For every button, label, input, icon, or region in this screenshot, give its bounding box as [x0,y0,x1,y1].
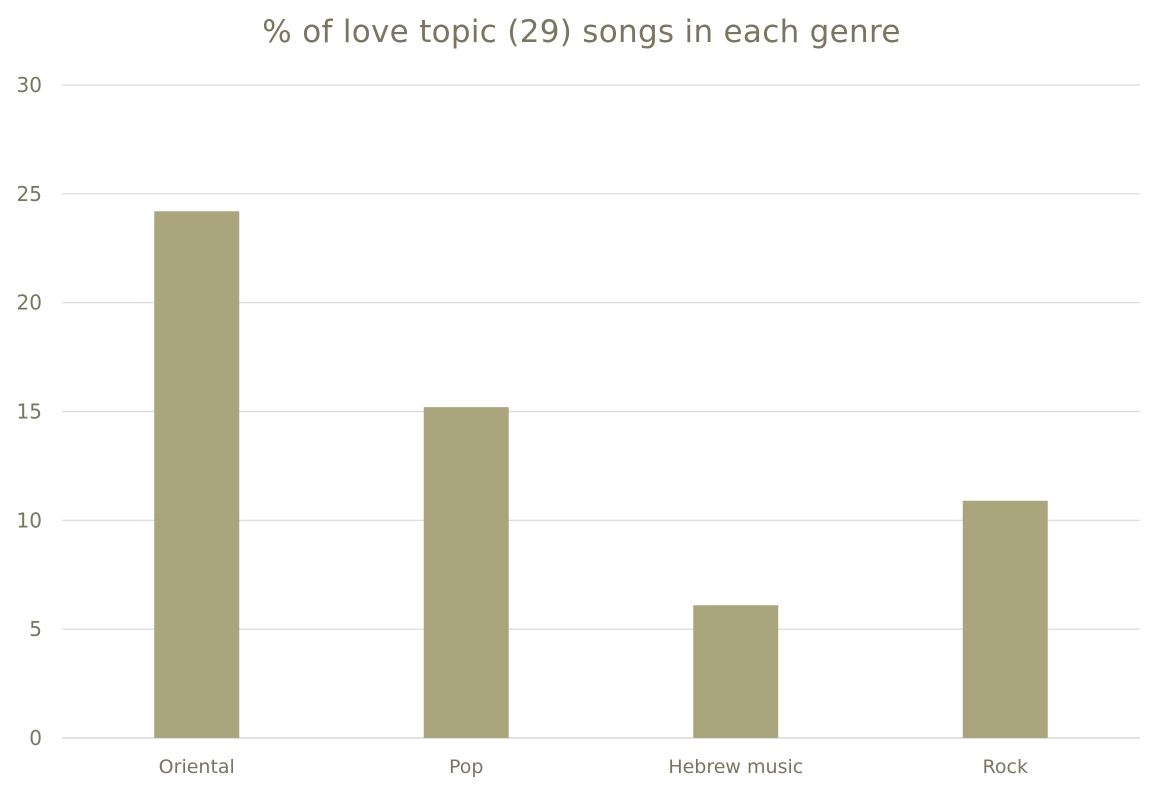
bar-hebrew-music [693,605,779,738]
bar-pop [423,407,509,738]
y-tick-label: 15 [17,400,42,424]
y-tick-label: 10 [17,508,42,532]
bar-oriental [154,211,240,738]
chart-title: % of love topic (29) songs in each genre [262,14,901,50]
x-tick-label: Pop [449,756,483,778]
y-tick-label: 20 [17,291,42,315]
y-tick-label: 5 [29,617,42,641]
x-tick-label: Rock [983,756,1028,778]
y-tick-label: 0 [29,726,42,750]
y-tick-label: 30 [17,73,42,97]
x-tick-label: Hebrew music [668,756,803,778]
x-tick-label: Oriental [159,756,235,778]
y-tick-label: 25 [17,182,42,206]
bar-rock [962,500,1048,738]
